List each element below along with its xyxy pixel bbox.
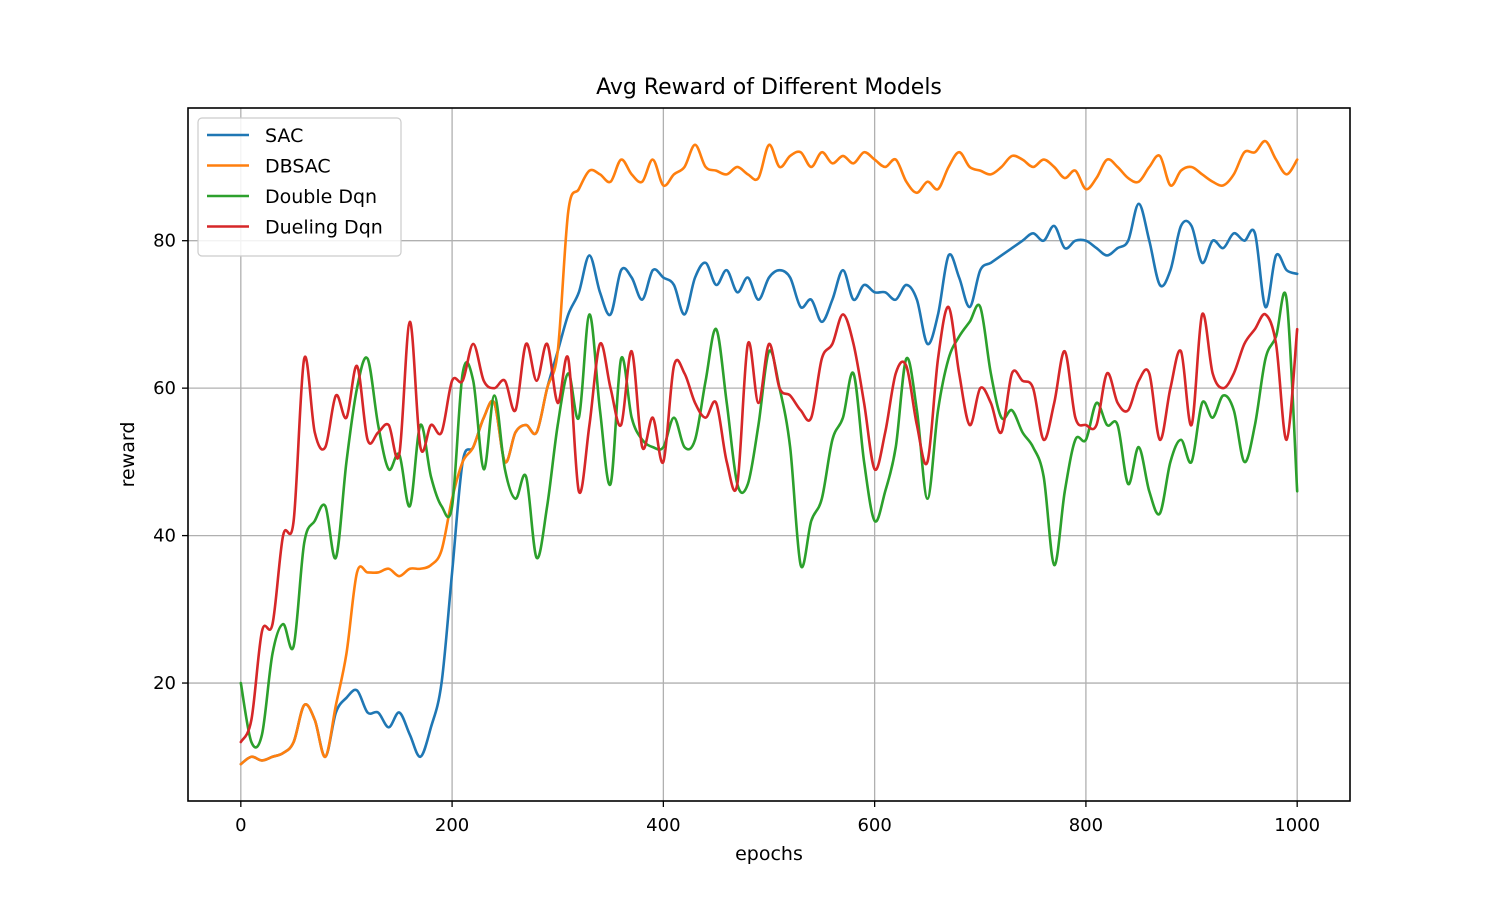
y-axis-label: reward	[117, 422, 139, 488]
y-tick-label: 80	[153, 231, 176, 252]
series-line-sac	[239, 202, 1299, 766]
x-axis-label: epochs	[735, 843, 803, 865]
series-lines	[239, 139, 1299, 766]
plot-frame	[187, 107, 1351, 802]
legend-box	[197, 117, 402, 257]
axis-ticks: 0 200 400 600 800 1000 20 40 60 80	[153, 231, 1320, 836]
series-line-double-dqn	[239, 291, 1299, 749]
x-tick-label: 200	[435, 815, 469, 836]
x-tick-label: 400	[646, 815, 680, 836]
legend-label-dbsac: DBSAC	[265, 156, 331, 178]
series-line-dueling-dqn	[239, 305, 1299, 744]
legend-entries: SAC DBSAC Double Dqn Dueling Dqn	[207, 125, 383, 239]
series-line-dbsac	[239, 139, 1299, 766]
legend-label-sac: SAC	[265, 125, 303, 147]
legend-label-dueling-dqn: Dueling Dqn	[265, 217, 383, 239]
x-tick-label: 800	[1069, 815, 1103, 836]
legend: SAC DBSAC Double Dqn Dueling Dqn	[197, 117, 402, 257]
x-tick-label: 1000	[1274, 815, 1320, 836]
x-tick-label: 600	[857, 815, 891, 836]
y-tick-label: 60	[153, 378, 176, 399]
chart-title: Avg Reward of Different Models	[596, 75, 942, 100]
grid	[188, 108, 1350, 801]
legend-label-double-dqn: Double Dqn	[265, 186, 377, 208]
y-tick-label: 40	[153, 526, 176, 547]
x-tick-label: 0	[235, 815, 246, 836]
y-tick-label: 20	[153, 673, 176, 694]
